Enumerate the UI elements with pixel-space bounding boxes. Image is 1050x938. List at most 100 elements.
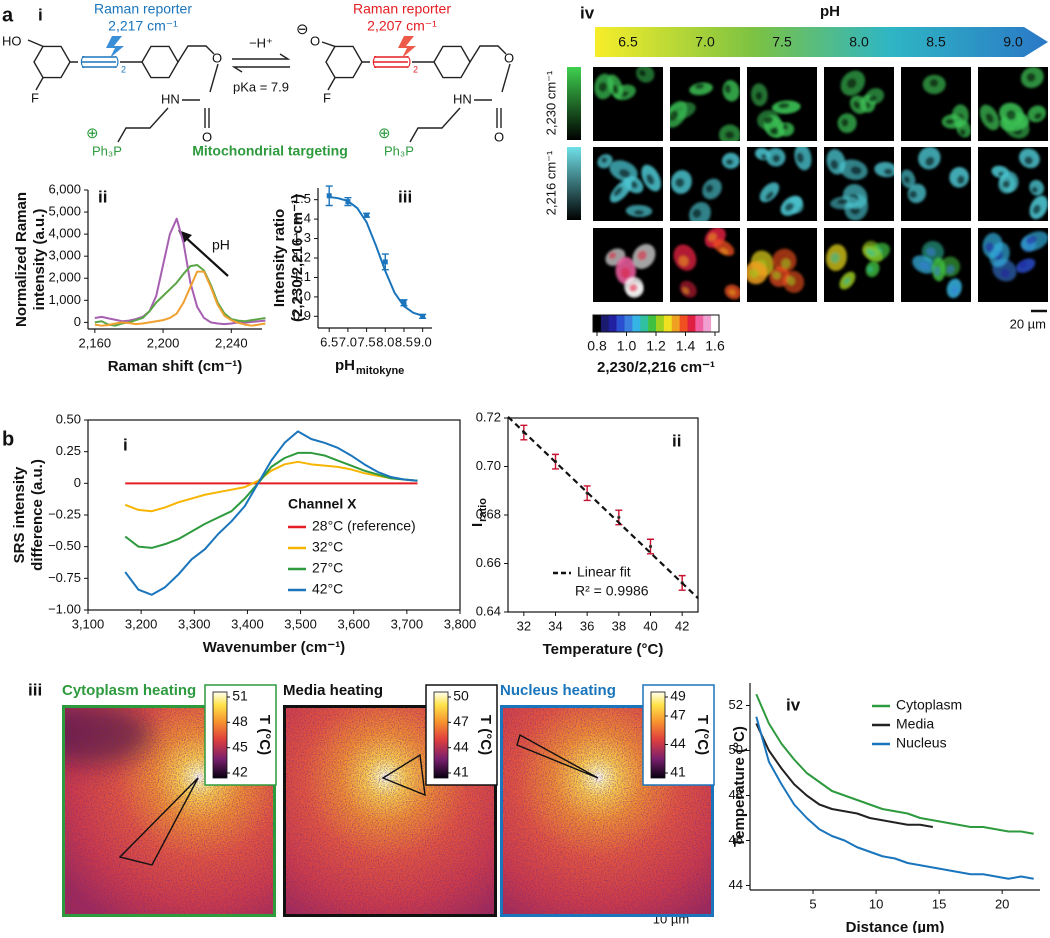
cell-nucleus [765,191,774,200]
x-axis-label: Temperature (°C) [543,641,664,658]
cell-nucleus [678,255,689,267]
y-tick-label: 52 [729,697,743,712]
legend-label: Media [896,716,934,732]
x-tick-label: 8.5 [395,334,413,349]
cell-nucleus [637,250,648,261]
y-tick-label: −0.50 [48,538,81,553]
marker [382,259,388,265]
cell [689,202,711,221]
atom: Ph₃P [384,143,414,158]
y-tick-label: 3,000 [48,248,81,263]
cell-nucleus [1033,112,1042,120]
cell [839,271,856,290]
x-axis-label: Raman shift (cm⁻¹) [108,358,243,375]
cell [718,124,740,141]
colorbar-cell [703,315,712,332]
cell-nucleus [985,242,995,253]
ph-tick-label: 8.0 [849,34,869,50]
colorbar-tick-label: 42 [232,764,248,780]
ph-tick-label: 7.5 [772,34,792,50]
cell [901,169,916,189]
cell-nucleus [956,175,965,185]
marker [364,212,370,218]
cell [865,88,885,105]
equilibrium-arrows [231,53,291,73]
atom: O [494,129,504,144]
atom: Ph₃P [92,143,122,158]
cell [759,182,780,203]
marker [401,300,407,306]
colorbar-cell [679,315,688,332]
series-line [94,270,266,327]
cell [1016,258,1036,273]
atom: O [504,50,514,65]
colorbar-cell [671,315,680,332]
paren: ) [407,53,411,68]
x-tick-label: 2,240 [215,335,248,350]
colorbar-cell [687,315,696,332]
cell [826,244,847,271]
cell-nucleus [836,198,849,205]
cell [610,179,632,203]
colorbar [212,691,228,779]
y-tick-label: 1.3 [293,230,311,245]
x-tick-label: 40 [643,618,657,633]
legend-label: Linear fit [577,564,631,580]
cell [670,100,688,128]
cell-nucleus [620,267,631,279]
cell-nucleus [945,118,955,125]
y-axis-label: (2,230/2,216 cm⁻¹) [289,194,306,322]
cell [670,170,692,194]
cell-nucleus [1031,186,1038,194]
y-axis-label: SRS intensity [11,466,28,563]
atom: F [31,90,39,105]
colorbar-cell [656,315,665,332]
cell [624,276,644,297]
cell-image [593,147,663,221]
series-line [124,451,418,549]
y-tick-label: 1.0 [293,288,311,303]
cell [636,67,655,83]
cell-nucleus [778,102,790,109]
cell [922,74,946,95]
cell-nucleus [1024,156,1033,165]
cell [956,120,971,138]
row-label: 2,216 cm⁻¹ [543,150,558,215]
colorbar-cell [616,315,625,332]
cell [849,95,868,114]
x-tick-label: 7.0 [339,334,357,349]
colorbar-tick-label: 41 [453,764,469,780]
y-axis-label: I [469,523,486,527]
cell [1020,67,1044,89]
cell [865,261,880,278]
cell-nucleus [929,78,939,88]
cell-image [978,228,1048,302]
cell-image [824,67,894,141]
colorbar-cell [663,315,673,332]
marker [617,515,621,520]
series-line [755,693,1034,835]
bond [27,39,219,143]
cell-nucleus [618,168,631,178]
subscript: 2 [121,64,126,74]
cell [998,174,1016,194]
ring [433,45,471,79]
x-tick-label: 42 [675,618,689,633]
cell-nucleus [638,69,647,77]
cell-nucleus [830,252,840,264]
cell-image [747,147,817,221]
legend-label: 27°C [312,560,343,576]
cell [751,83,768,107]
x-tick-label: 38 [612,618,626,633]
cell-nucleus [670,110,679,122]
cell [1029,179,1044,196]
cell-nucleus [883,168,893,176]
ph-tick-label: 6.5 [618,34,638,50]
colorbar-tick-label: 44 [670,735,686,751]
cell-nucleus [719,247,729,255]
cell-nucleus [646,174,655,185]
panel-label: iv [786,695,801,714]
cell [932,257,946,282]
